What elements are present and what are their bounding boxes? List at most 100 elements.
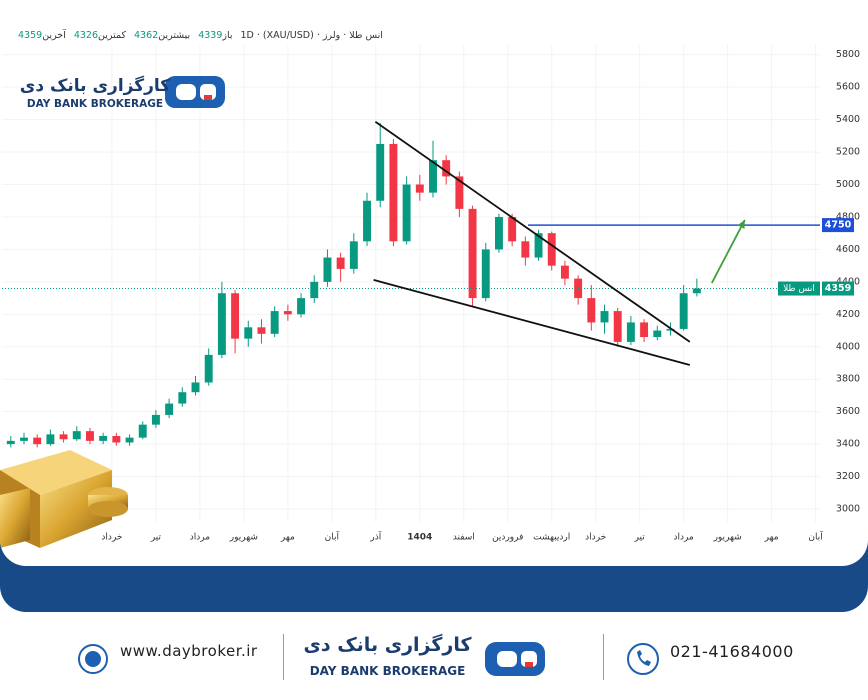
candle-body: [138, 424, 147, 438]
y-tick-label: 3000: [836, 504, 860, 515]
candle-body: [217, 293, 226, 355]
candle-body: [415, 184, 424, 193]
x-tick-label: فروردین: [492, 533, 523, 543]
candle-body: [455, 176, 464, 209]
candle-body: [310, 281, 319, 299]
x-tick-label: مهر: [764, 533, 779, 543]
logo-subtitle: DAY BANK BROKERAGE: [27, 98, 163, 110]
y-tick-label: 3200: [836, 471, 860, 482]
candle-body: [508, 216, 517, 242]
candle-body: [112, 436, 121, 443]
candle-body: [20, 437, 28, 441]
x-tick-label: مرداد: [674, 533, 694, 543]
y-tick-label: 4600: [836, 244, 860, 255]
quote-value: 4339: [198, 30, 223, 41]
x-tick-label: آبان: [808, 531, 823, 543]
level-name-tag: [778, 281, 820, 296]
candle-body: [244, 327, 253, 339]
candle-body: [481, 249, 490, 299]
candle-body: [297, 298, 306, 315]
quote-label: باز: [222, 30, 233, 41]
candle-body: [626, 322, 635, 342]
trend-line: [373, 279, 691, 366]
x-tick-label: تیر: [634, 533, 646, 543]
x-tick-label: شهریور: [229, 533, 258, 543]
candle-body: [59, 434, 68, 440]
y-tick-label: 3600: [836, 406, 860, 417]
y-tick-label: 3400: [836, 439, 860, 450]
logo-title: کارگزاری بانک دی: [20, 75, 171, 96]
candle-body: [204, 354, 213, 383]
y-tick-label: 5000: [836, 179, 860, 190]
candle-body: [679, 293, 688, 329]
candle-body: [85, 431, 94, 441]
symbol: انس طلا · ولرز · 1D · (XAU/USD): [240, 30, 383, 41]
candle-body: [46, 434, 55, 445]
candle-body: [257, 327, 266, 334]
x-tick-label: 1404: [407, 533, 432, 543]
candle-body: [323, 257, 332, 282]
candle-body: [283, 311, 292, 315]
candle-body: [429, 160, 437, 193]
footer-subtitle: DAY BANK BROKERAGE: [309, 664, 466, 678]
x-tick-label: تیر: [150, 533, 162, 543]
candle-body: [376, 143, 385, 201]
chart: کارگزاری بانک دی DAY BANK BROKERAGE 3000…: [0, 45, 860, 548]
candle-body: [363, 200, 371, 242]
candle-body: [99, 436, 108, 441]
x-tick-label: شهریور: [713, 533, 742, 543]
phone[interactable]: 021-41684000: [670, 642, 794, 661]
x-tick-label: خرداد: [101, 533, 122, 543]
candle-body: [587, 298, 596, 323]
x-tick-label: اردیبهشت: [533, 533, 570, 543]
level-label: 4750: [825, 220, 852, 231]
trend-line: [374, 121, 691, 343]
quote: آخرین4359: [18, 30, 66, 41]
quote-label: آخرین: [42, 30, 66, 41]
candle-body: [270, 311, 279, 334]
quote: باز4339: [198, 30, 232, 41]
quote-value: 4362: [134, 30, 159, 41]
x-tick-label: مرداد: [190, 533, 210, 543]
x-tick-label: آذر: [369, 531, 381, 543]
quote-label: کمترین: [98, 30, 127, 41]
footer-icons: [78, 642, 659, 676]
website[interactable]: www.daybroker.ir: [120, 642, 258, 660]
candle-body: [442, 160, 451, 177]
y-tick-label: 4200: [836, 309, 860, 320]
quote-value: 4359: [18, 30, 43, 41]
candle-body: [640, 322, 649, 338]
candle-body: [468, 208, 477, 299]
candle-body: [389, 143, 398, 242]
x-tick-label: آبان: [325, 531, 340, 543]
candle-body: [178, 392, 187, 404]
candle-body: [231, 293, 240, 339]
candle-body: [534, 233, 543, 258]
candle-body: [600, 311, 609, 323]
candle-body: [151, 414, 160, 425]
logo: کارگزاری بانک دی DAY BANK BROKERAGE: [20, 75, 225, 110]
x-tick-label: اسفند: [453, 533, 475, 543]
level-tag: [822, 281, 854, 296]
candle-body: [692, 288, 701, 294]
quote-label: بیشترین: [158, 30, 191, 41]
x-tick-label: خرداد: [585, 533, 606, 543]
quote: بیشترین4362: [134, 30, 190, 41]
candle-body: [336, 257, 345, 269]
y-tick-label: 3800: [836, 374, 860, 385]
candle-body: [402, 184, 411, 242]
quote-value: 4326: [73, 30, 99, 41]
y-tick-label: 4800: [836, 211, 860, 222]
level-tag: [822, 218, 854, 233]
arrow: [711, 219, 746, 284]
candle-body: [72, 431, 81, 440]
candle-body: [494, 216, 503, 250]
candle-body: [165, 403, 174, 415]
level-label: 4359: [825, 283, 851, 294]
x-tick-label: مهر: [280, 533, 295, 543]
candle-body: [191, 382, 200, 393]
gold-bars: [0, 450, 128, 548]
chart-panel: کارگزاری بانک دی DAY BANK BROKERAGE 3000…: [0, 30, 861, 548]
y-tick-label: 5200: [836, 147, 860, 158]
